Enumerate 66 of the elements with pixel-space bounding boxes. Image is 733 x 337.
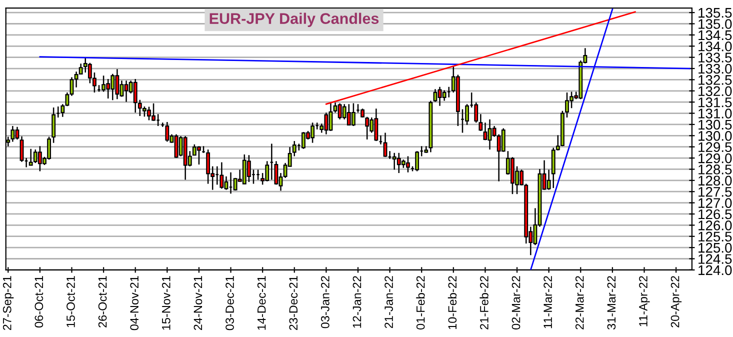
candlestick: [133, 78, 138, 114]
x-tick-label: 23-Dec-21: [289, 276, 298, 330]
y-tick-label: 125.5: [698, 232, 732, 242]
x-tick-label: 01-Feb-22: [416, 276, 425, 330]
x-tick-label: 21-Jan-22: [384, 276, 393, 328]
candlestick: [383, 132, 388, 158]
y-tick-label: 133.5: [698, 52, 732, 62]
y-tick-label: 132.0: [698, 86, 732, 96]
y-tick-label: 127.5: [698, 186, 732, 197]
candlestick: [10, 125, 15, 142]
y-tick-label: 135.0: [698, 19, 732, 29]
x-tick-label: 31-Mar-22: [607, 276, 616, 330]
x-tick-label: 06-Oct-21: [34, 276, 44, 328]
y-tick-label: 134.5: [698, 30, 732, 40]
x-tick-label: 02-Mar-22: [512, 276, 520, 330]
x-tick-label: 10-Feb-22: [448, 276, 457, 330]
y-tick-label: 129.0: [698, 153, 732, 164]
y-tick-label: 133.0: [698, 64, 732, 74]
y-tick-label: 134.0: [698, 41, 732, 52]
y-tick-label: 130.0: [698, 130, 732, 141]
x-tick-label: 11-Apr-22: [639, 276, 650, 326]
x-tick-label: 26-Oct-21: [98, 276, 107, 328]
x-tick-label: 20-Apr-22: [670, 276, 682, 328]
y-tick-label: 131.5: [698, 97, 732, 108]
x-tick-label: 03-Jan-22: [321, 276, 330, 328]
y-tick-label: 126.5: [698, 209, 732, 220]
y-tick-label: 127.0: [698, 198, 732, 208]
candlestick: [501, 128, 506, 152]
x-tick-label: 04-Nov-21: [130, 276, 139, 330]
chart-title: EUR-JPY Daily Candles: [210, 12, 379, 27]
candlestick: [351, 102, 356, 127]
x-tick-label: 21-Feb-22: [480, 276, 488, 330]
candlestick: [465, 103, 470, 126]
y-tick-label: 128.5: [698, 164, 732, 174]
y-tick-label: 135.5: [698, 8, 732, 18]
candlestick: [433, 88, 438, 102]
x-tick-label: 14-Dec-21: [257, 276, 266, 330]
candlestick: [102, 75, 106, 92]
candlestick: [206, 148, 210, 184]
x-tick-label: 15-Nov-21: [162, 276, 170, 330]
x-tick-label: 12-Jan-22: [352, 276, 362, 328]
x-tick-label: 03-Dec-21: [226, 276, 234, 330]
y-tick-label: 132.5: [698, 75, 732, 85]
y-tick-label: 128.0: [698, 176, 732, 186]
x-tick-label: 11-Mar-22: [544, 276, 552, 328]
x-tick-label: 24-Nov-21: [194, 276, 202, 330]
x-tick-label: 27-Sep-21: [2, 276, 14, 330]
candlestick: [165, 121, 170, 142]
candlestick: [20, 136, 24, 162]
y-tick-label: 129.5: [698, 142, 732, 152]
candlestick: [365, 116, 370, 140]
y-tick-label: 124.0: [698, 265, 732, 276]
y-tick-label: 126.0: [698, 220, 732, 230]
candlestick: [292, 140, 296, 157]
y-tick-label: 131.0: [698, 108, 732, 118]
candlestick: [246, 154, 251, 183]
y-tick-label: 130.5: [698, 120, 732, 130]
candlestick: [52, 106, 56, 144]
candlestick: [442, 90, 446, 102]
y-tick-label: 124.5: [698, 254, 732, 264]
y-tick-label: 125.0: [698, 242, 732, 253]
x-tick-label: 15-Oct-21: [66, 276, 75, 328]
candlestick: [483, 122, 488, 141]
x-tick-label: 22-Mar-22: [575, 276, 584, 330]
candlestick: [220, 162, 224, 190]
candlestick: [415, 150, 420, 172]
